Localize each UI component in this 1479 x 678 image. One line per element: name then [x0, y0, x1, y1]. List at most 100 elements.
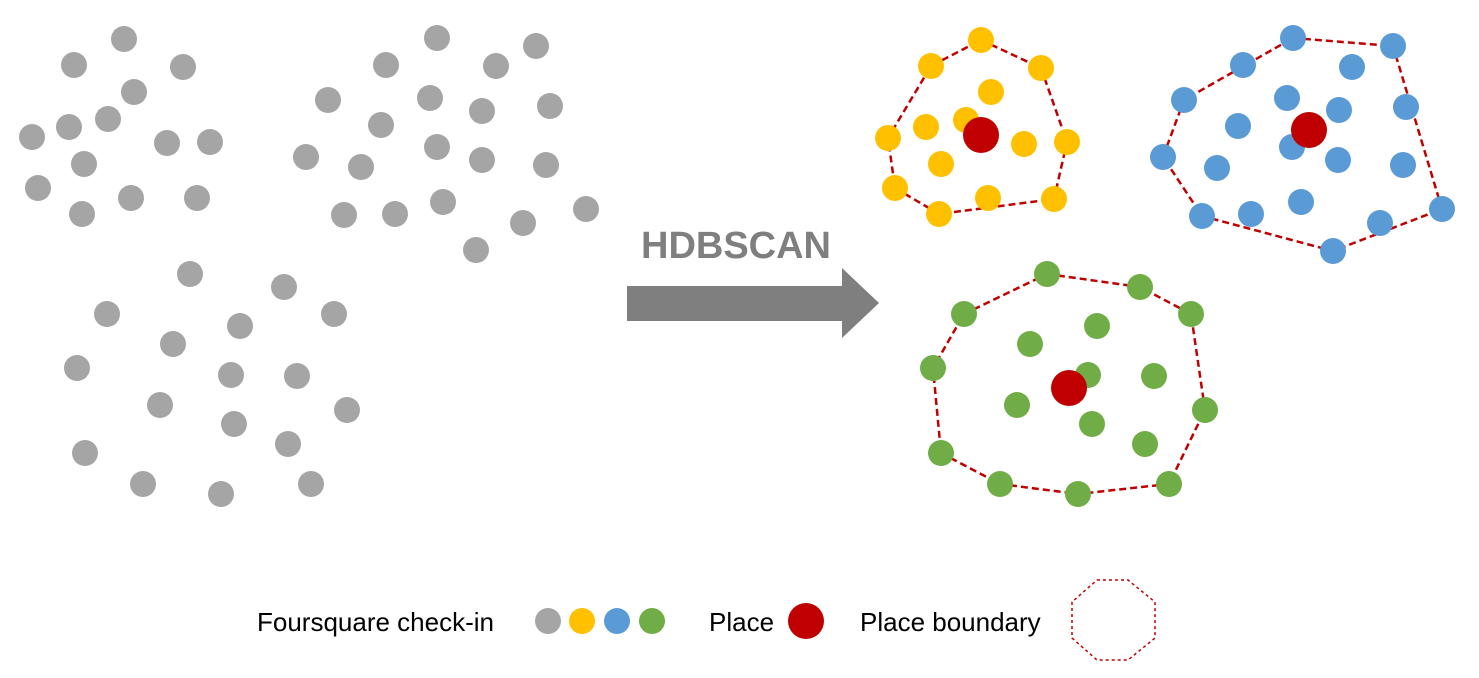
checkin-point — [197, 129, 223, 155]
legend-place-marker — [788, 603, 824, 639]
checkin-point — [334, 397, 360, 423]
checkin-point — [1225, 113, 1251, 139]
checkin-point — [1178, 301, 1204, 327]
checkin-point — [978, 79, 1004, 105]
checkin-point — [1132, 431, 1158, 457]
checkin-point — [1274, 85, 1300, 111]
legend-place-label: Place — [709, 607, 774, 637]
method-label: HDBSCAN — [641, 225, 831, 267]
checkin-point — [382, 201, 408, 227]
checkin-point — [463, 237, 489, 263]
place-marker — [963, 117, 999, 153]
checkin-point — [1011, 131, 1037, 157]
checkin-point — [1325, 147, 1351, 173]
checkin-point — [1238, 201, 1264, 227]
checkin-point — [1204, 155, 1230, 181]
cluster-green — [920, 261, 1218, 507]
checkin-point — [208, 481, 234, 507]
checkin-point — [19, 124, 45, 150]
checkin-point — [293, 144, 319, 170]
checkin-point — [1084, 313, 1110, 339]
checkin-point — [1280, 25, 1306, 51]
checkin-point — [987, 471, 1013, 497]
checkin-point — [920, 355, 946, 381]
checkin-point — [95, 106, 121, 132]
arrow-right-icon — [627, 268, 879, 338]
place-marker — [1291, 112, 1327, 148]
legend-checkin-label: Foursquare check-in — [257, 607, 494, 637]
checkin-point — [64, 355, 90, 381]
checkin-point — [218, 362, 244, 388]
checkin-point — [875, 125, 901, 151]
checkin-point — [1004, 392, 1030, 418]
checkin-point — [1393, 94, 1419, 120]
checkin-point — [928, 151, 954, 177]
cluster-blue — [1150, 25, 1455, 264]
checkin-point — [94, 301, 120, 327]
checkin-point — [121, 79, 147, 105]
checkin-point — [284, 363, 310, 389]
checkin-point — [71, 151, 97, 177]
checkin-point — [1065, 481, 1091, 507]
checkin-point — [1017, 331, 1043, 357]
checkin-point — [160, 331, 186, 357]
place-marker — [1051, 370, 1087, 406]
checkin-point — [1390, 152, 1416, 178]
legend-boundary-label: Place boundary — [860, 607, 1041, 637]
checkin-point — [221, 411, 247, 437]
checkin-point — [926, 201, 952, 227]
checkin-point — [154, 130, 180, 156]
checkin-point — [424, 25, 450, 51]
checkin-point — [1141, 363, 1167, 389]
method-arrow-group: HDBSCAN — [627, 225, 879, 338]
checkin-point — [368, 112, 394, 138]
checkin-point — [321, 301, 347, 327]
legend: Foursquare check-in Place Place boundary — [257, 579, 1156, 661]
checkin-point — [56, 114, 82, 140]
checkin-point — [1339, 54, 1365, 80]
checkin-point — [1429, 196, 1455, 222]
checkin-point — [537, 93, 563, 119]
checkin-point — [147, 392, 173, 418]
checkin-point — [918, 53, 944, 79]
legend-checkin-swatch — [604, 608, 630, 634]
checkin-point — [1189, 203, 1215, 229]
checkin-point — [1054, 129, 1080, 155]
cluster-yellow — [875, 27, 1080, 227]
checkin-point — [469, 98, 495, 124]
checkin-point — [1230, 52, 1256, 78]
checkin-point — [1171, 87, 1197, 113]
checkin-point — [913, 114, 939, 140]
checkin-point — [1028, 55, 1054, 81]
checkin-point — [1150, 144, 1176, 170]
checkin-point — [951, 301, 977, 327]
checkin-point — [1380, 33, 1406, 59]
checkin-point — [271, 274, 297, 300]
legend-checkin-swatches — [535, 608, 665, 634]
checkin-point — [1156, 471, 1182, 497]
checkin-point — [275, 431, 301, 457]
legend-checkin-swatch — [639, 608, 665, 634]
checkin-point — [1034, 261, 1060, 287]
checkin-point — [968, 27, 994, 53]
checkin-point — [348, 154, 374, 180]
checkin-point — [430, 189, 456, 215]
legend-checkin-swatch — [535, 608, 561, 634]
checkin-point — [184, 185, 210, 211]
checkin-point — [1079, 411, 1105, 437]
legend-checkin-swatch — [569, 608, 595, 634]
checkin-point — [25, 175, 51, 201]
checkin-point — [72, 440, 98, 466]
checkin-point — [1320, 238, 1346, 264]
checkin-point — [975, 185, 1001, 211]
checkin-point — [118, 185, 144, 211]
checkin-point — [523, 33, 549, 59]
checkin-point — [928, 440, 954, 466]
checkin-point — [483, 53, 509, 79]
checkin-point — [424, 134, 450, 160]
checkin-point — [882, 175, 908, 201]
checkin-point — [111, 26, 137, 52]
checkin-point — [573, 196, 599, 222]
checkin-point — [1041, 186, 1067, 212]
